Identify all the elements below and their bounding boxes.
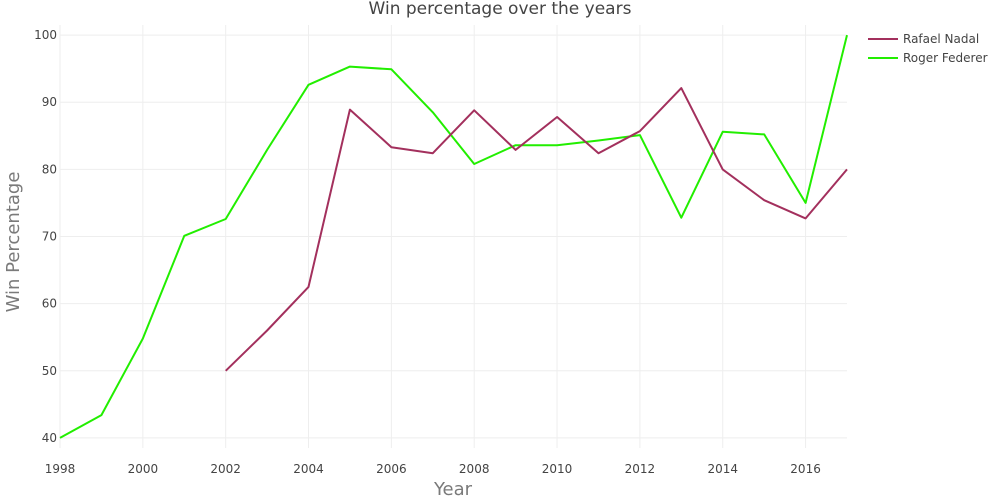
series-lines — [59, 34, 848, 439]
legend-label: Roger Federer — [903, 51, 988, 65]
series-line-roger-federer — [59, 34, 848, 439]
x-tick-label: 2016 — [790, 462, 821, 476]
x-axis-ticks: 1998 2000 2002 2004 2006 2008 2010 2012 2014 2016 — [45, 462, 821, 476]
legend-label: Rafael Nadal — [903, 32, 979, 46]
legend[interactable]: Rafael Nadal Roger Federer — [868, 32, 988, 65]
y-tick-label: 40 — [42, 431, 57, 445]
y-tick-label: 70 — [42, 230, 57, 244]
chart-title: Win percentage over the years — [369, 0, 632, 19]
x-tick-label: 2002 — [210, 462, 241, 476]
y-axis-ticks: 40 50 60 70 80 90 100 — [34, 28, 57, 445]
x-tick-label: 1998 — [45, 462, 76, 476]
legend-item-rafael-nadal[interactable]: Rafael Nadal — [868, 32, 979, 46]
y-gridlines — [60, 34, 847, 439]
x-axis-title: Year — [433, 479, 473, 500]
y-axis-title: Win Percentage — [3, 172, 24, 313]
x-tick-label: 2012 — [625, 462, 656, 476]
y-tick-label: 100 — [34, 28, 57, 42]
x-tick-label: 2010 — [542, 462, 573, 476]
x-tick-label: 2000 — [128, 462, 159, 476]
x-tick-label: 2014 — [707, 462, 738, 476]
x-tick-label: 2006 — [376, 462, 407, 476]
y-tick-label: 60 — [42, 297, 57, 311]
y-tick-label: 50 — [42, 364, 57, 378]
x-tick-label: 2008 — [459, 462, 490, 476]
y-tick-label: 80 — [42, 162, 57, 176]
x-tick-label: 2004 — [293, 462, 324, 476]
series-line-rafael-nadal — [225, 87, 848, 372]
y-tick-label: 90 — [42, 95, 57, 109]
legend-item-roger-federer[interactable]: Roger Federer — [868, 51, 988, 65]
